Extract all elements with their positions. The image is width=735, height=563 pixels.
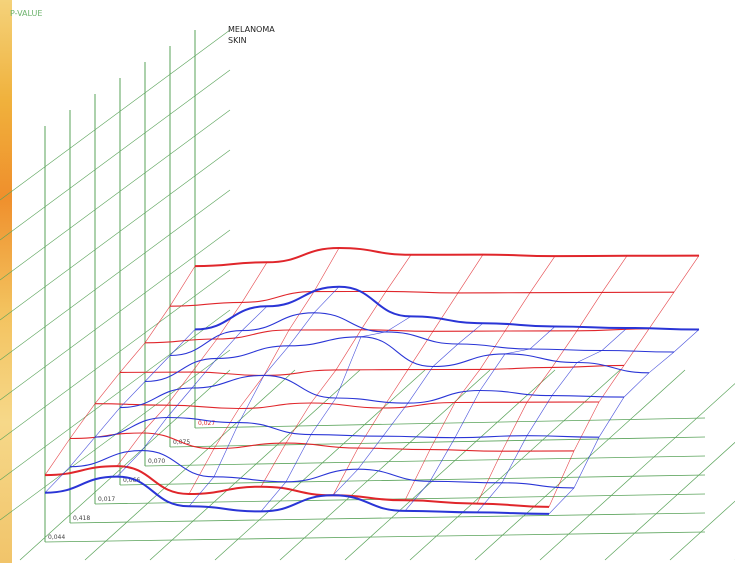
surface-row-line <box>44 475 550 515</box>
depth-label: 0,017 <box>98 496 115 503</box>
surface-column-line <box>332 322 484 496</box>
floor-line <box>69 512 706 524</box>
floor-diagonal <box>474 369 686 561</box>
surface-column-line <box>116 306 268 477</box>
depth-label: 0,070 <box>148 458 165 465</box>
legend-skin: SKIN <box>228 36 247 45</box>
surface-row-line <box>119 364 625 376</box>
surface-melanoma <box>44 246 700 508</box>
depth-label: 0,044 <box>48 534 65 541</box>
wall-diagonal <box>0 149 231 321</box>
surface-column-line <box>548 329 700 515</box>
surface-column-line <box>44 265 196 476</box>
surface-row-line <box>69 432 575 452</box>
floor-line <box>194 417 706 429</box>
surface-row-line <box>194 285 700 331</box>
surface-row-line <box>119 374 625 409</box>
wall-diagonal <box>0 29 231 201</box>
depth-label: 0,418 <box>73 515 90 522</box>
depth-label: 0,027 <box>198 420 215 427</box>
surface-row-line <box>144 328 650 344</box>
corner-label: P-VALUE <box>10 9 42 18</box>
floor-diagonal <box>669 500 735 561</box>
surface-row-line <box>169 312 675 357</box>
edge-decoration <box>0 0 12 563</box>
floor-line <box>144 455 706 467</box>
floor-diagonal <box>149 369 361 561</box>
wall-diagonal <box>0 69 231 241</box>
surface-row-line <box>194 246 700 268</box>
surface-row-line <box>69 450 575 489</box>
wall-diagonal <box>0 269 231 441</box>
floor-diagonal <box>344 369 556 561</box>
surface-column-line <box>44 329 196 493</box>
surface-column-line <box>332 254 484 496</box>
surface-row-line <box>169 290 675 307</box>
floor-diagonal <box>539 383 735 561</box>
surface-row-line <box>144 336 650 383</box>
surface-column-line <box>404 255 556 501</box>
surface-row-line <box>94 416 600 439</box>
floor-diagonal <box>604 441 735 561</box>
floor-line <box>94 493 706 505</box>
wall-diagonal <box>0 109 231 281</box>
wall-diagonal <box>0 189 231 361</box>
surface-skin <box>44 285 700 515</box>
surface-column-line <box>188 286 340 507</box>
floor-diagonal <box>19 369 231 561</box>
surface-column-line <box>260 254 412 487</box>
depth-label: 0,066 <box>123 477 140 484</box>
floor-diagonal <box>214 369 426 561</box>
surface-column-line <box>548 255 700 508</box>
surface-column-line <box>116 262 268 467</box>
legend-melanoma: MELANOMA <box>228 25 275 34</box>
surface-column-line <box>404 326 556 512</box>
floor-line <box>169 436 706 448</box>
floor-diagonal <box>409 369 621 561</box>
surface-row-line <box>94 401 600 410</box>
surface-column-line <box>260 316 412 512</box>
grid <box>0 29 735 561</box>
surface-row-line <box>44 465 550 508</box>
wall-diagonal <box>0 309 231 481</box>
surface-column-line <box>476 255 628 504</box>
floor-line <box>44 531 706 543</box>
surface-column-line <box>476 327 628 513</box>
wall-diagonal <box>0 229 231 401</box>
floor-diagonal <box>84 369 296 561</box>
floor-diagonal <box>279 369 491 561</box>
